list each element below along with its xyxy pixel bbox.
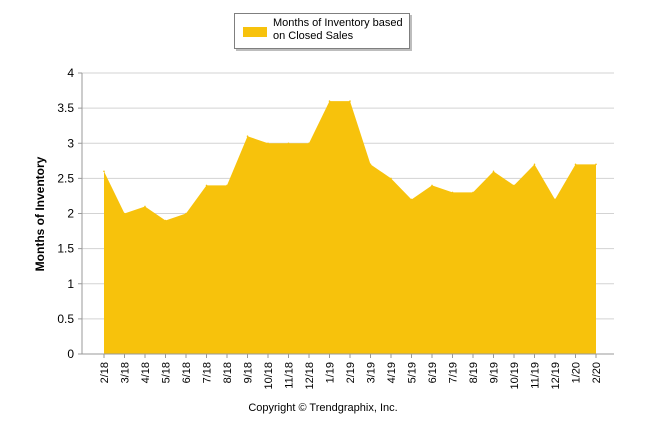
data-point-9/19 (492, 170, 495, 173)
y-tick-label: 2.5 (57, 171, 74, 185)
x-tick-label: 5/19 (407, 362, 419, 383)
x-tick-label: 1/19 (325, 362, 337, 383)
y-tick-label: 1 (67, 277, 74, 291)
data-point-3/19 (369, 163, 372, 166)
x-tick-label: 11/19 (530, 362, 542, 389)
y-tick-label: 3 (67, 136, 74, 150)
x-tick-label: 4/18 (140, 362, 152, 383)
x-tick-label: 3/19 (366, 362, 378, 383)
y-tick-labels: 0 0.5 1 1.5 2 2.5 3 3.5 4 (57, 66, 82, 361)
y-tick-label: 0.5 (57, 312, 74, 326)
y-tick-label: 3.5 (57, 101, 74, 115)
x-tick-label: 10/19 (509, 362, 521, 390)
data-point-7/18 (205, 184, 208, 187)
data-point-11/19 (533, 163, 536, 166)
y-tick-label: 1.5 (57, 242, 74, 256)
data-point-4/18 (144, 205, 146, 208)
x-tick-label: 7/19 (448, 362, 460, 383)
data-point-5/19 (410, 198, 413, 201)
x-tick-label: 12/19 (550, 362, 562, 390)
legend-swatch (243, 27, 267, 37)
data-point-2/19 (349, 100, 351, 102)
chart-legend: Months of Inventory based on Closed Sale… (234, 13, 410, 49)
x-tick-labels: 2/18 3/18 4/18 5/18 6/18 7/18 8/18 9/18 10/18 11/… (99, 354, 603, 390)
data-point-4/19 (390, 177, 392, 180)
data-point-8/18 (226, 184, 228, 187)
x-tick-label: 5/18 (161, 362, 173, 383)
data-point-3/18 (123, 212, 126, 215)
copyright-footer: Copyright © Trendgraphix, Inc. (248, 402, 398, 414)
x-tick-label: 2/20 (591, 362, 603, 383)
data-point-11/18 (287, 142, 290, 145)
x-tick-label: 9/19 (489, 362, 501, 383)
data-point-6/18 (185, 212, 187, 215)
x-tick-label: 6/18 (181, 362, 193, 383)
x-tick-label: 8/19 (468, 362, 480, 383)
x-tick-label: 2/18 (99, 362, 111, 383)
x-tick-label: 3/18 (120, 362, 132, 383)
x-tick-label: 10/18 (263, 362, 275, 390)
x-tick-label: 7/18 (202, 362, 214, 383)
y-axis-label: Months of Inventory (33, 156, 47, 271)
x-tick-label: 11/18 (284, 362, 296, 389)
x-tick-label: 9/18 (243, 362, 255, 383)
x-tick-label: 2/19 (345, 362, 357, 383)
data-point-2/20 (595, 163, 597, 166)
x-tick-label: 4/19 (386, 362, 398, 383)
y-tick-label: 4 (67, 66, 74, 80)
x-tick-label: 1/20 (571, 362, 583, 383)
data-point-1/19 (328, 100, 331, 102)
x-tick-label: 12/18 (304, 362, 316, 390)
data-point-12/18 (308, 142, 310, 145)
x-tick-label: 8/18 (222, 362, 234, 383)
area-series (104, 101, 596, 354)
y-tick-label: 2 (67, 207, 74, 221)
data-point-2/18 (103, 170, 105, 173)
data-point-10/18 (267, 142, 269, 145)
data-point-1/20 (574, 163, 577, 166)
y-tick-label: 0 (67, 347, 74, 361)
data-point-12/19 (554, 198, 556, 201)
x-tick-label: 6/19 (427, 362, 439, 383)
data-point-5/18 (164, 219, 167, 222)
data-point-6/19 (431, 184, 433, 187)
legend-label: Months of Inventory based on Closed Sale… (273, 17, 403, 42)
data-point-7/19 (451, 191, 454, 194)
data-point-10/19 (513, 184, 515, 187)
data-point-8/19 (472, 191, 474, 194)
data-point-9/18 (246, 135, 249, 138)
area-layer (103, 100, 597, 354)
